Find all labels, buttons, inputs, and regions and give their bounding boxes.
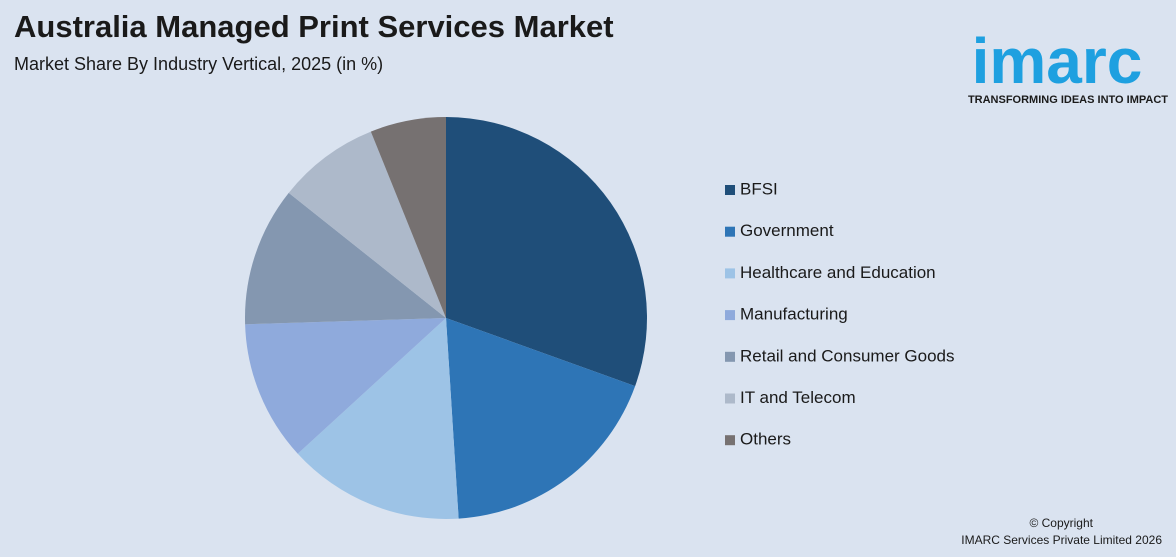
pie-slice bbox=[446, 318, 636, 519]
legend-swatch bbox=[725, 310, 735, 321]
pie-slice bbox=[446, 117, 647, 387]
legend-label: BFSI bbox=[740, 179, 778, 198]
pie-slice bbox=[245, 318, 446, 454]
copyright: © Copyright bbox=[1029, 516, 1093, 530]
chart-subtitle: Market Share By Industry Vertical, 2025 … bbox=[14, 54, 383, 74]
legend-swatch bbox=[725, 435, 735, 446]
legend-label: Manufacturing bbox=[740, 305, 848, 324]
pie-slice bbox=[370, 117, 446, 318]
chart-title: Australia Managed Print Services Market bbox=[14, 9, 614, 44]
legend-swatch bbox=[725, 268, 735, 279]
legend-label: Healthcare and Education bbox=[740, 263, 936, 282]
company: IMARC Services Private Limited 2026 bbox=[961, 533, 1162, 547]
legend-swatch bbox=[725, 226, 735, 237]
pie-slice bbox=[297, 318, 459, 520]
legend-swatch bbox=[725, 393, 735, 404]
legend-label: Government bbox=[740, 221, 834, 240]
legend-label: Others bbox=[740, 430, 791, 449]
pie-slice bbox=[244, 192, 446, 325]
pie-slice bbox=[288, 131, 446, 318]
legend-swatch bbox=[725, 185, 735, 195]
legend-label: IT and Telecom bbox=[740, 388, 856, 407]
tagline: TRANSFORMING IDEAS INTO IMPACT bbox=[968, 94, 1168, 106]
legend-swatch bbox=[725, 351, 735, 362]
legend-label: Retail and Consumer Goods bbox=[740, 346, 955, 365]
logo: imarc bbox=[972, 25, 1143, 97]
